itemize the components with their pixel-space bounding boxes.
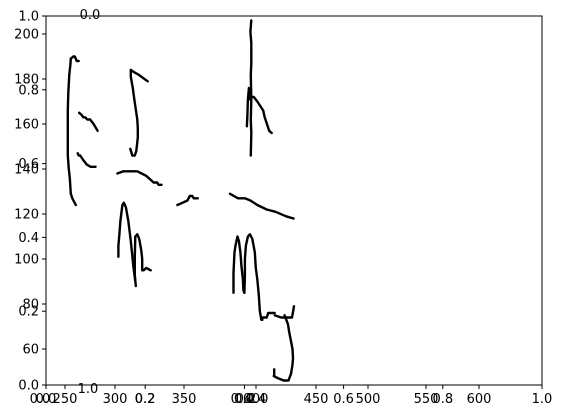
- inner-x-tick-label: 600: [467, 392, 492, 407]
- stray-labels: 0.01.00.0 0.2 0.00.20.4: [30, 8, 267, 407]
- outer-x-tick-label: 0.6: [333, 392, 354, 407]
- inner-x-tick-label: 400: [244, 392, 269, 407]
- inner-x-tick-label: 500: [356, 392, 381, 407]
- outer-y-tick-label: 1.0: [18, 10, 39, 25]
- stroke-9: [176, 194, 199, 207]
- stroke-5: [129, 68, 149, 83]
- stroke-6: [116, 170, 163, 186]
- inner-y-tick-label: 200: [14, 28, 39, 43]
- inner-x-tick-label: 250: [53, 392, 78, 407]
- stroke-2: [78, 111, 99, 132]
- axes-frame: [45, 15, 543, 386]
- inner-y-tick-label: 140: [14, 163, 39, 178]
- stroke-18: [272, 314, 295, 382]
- stroke-7: [117, 201, 137, 283]
- outer-x-tick-label: 0.0: [36, 392, 57, 407]
- outer-y-tick-label: 0.4: [18, 231, 39, 246]
- axes: [42, 15, 543, 389]
- stroke-16: [243, 233, 264, 321]
- stray-label-bottom-mid: 0.2: [236, 392, 257, 407]
- outer-y-tick-label: 0.6: [18, 157, 39, 172]
- stroke-14: [249, 41, 253, 157]
- stroke-1: [69, 55, 80, 63]
- stray-label-bottom-left: 0.0: [30, 392, 51, 407]
- inner-x-tick-label: 350: [172, 392, 197, 407]
- stray-label-bottom-mid: 0.0: [231, 392, 252, 407]
- inner-y-tick-label: 120: [14, 208, 39, 223]
- inner-x-tick-label: 550: [414, 392, 439, 407]
- stroke-20: [273, 305, 296, 319]
- outer-x-tick-label: 0.4: [234, 392, 255, 407]
- stray-label-bottom: 1.0: [78, 382, 99, 397]
- inner-y-tick-label: 180: [14, 73, 39, 88]
- stroke-0: [66, 57, 77, 207]
- inner-y-tick-label: 160: [14, 118, 39, 133]
- outer-x-tick-label: 0.2: [135, 392, 156, 407]
- stroke-4: [129, 68, 139, 157]
- stroke-15: [232, 235, 246, 294]
- inner-y-tick-label: 60: [22, 343, 39, 358]
- stroke-13: [249, 19, 253, 45]
- plot-area: [46, 16, 542, 385]
- stray-label-bottom-mid: 0.4: [246, 392, 267, 407]
- handwriting-strokes: [66, 19, 296, 382]
- inner-x-tick-label: 450: [304, 392, 329, 407]
- stroke-3: [76, 152, 97, 168]
- outer-x-tick-label: 1.0: [532, 392, 553, 407]
- inner-y-tick-label: 80: [22, 298, 39, 313]
- stroke-10: [228, 192, 295, 220]
- outer-y-tick-label: 0.2: [18, 305, 39, 320]
- stray-label-top: 0.0: [80, 8, 101, 23]
- outer-x-tick-label: 0.8: [432, 392, 453, 407]
- outer-y-tick-label: 0.8: [18, 83, 39, 98]
- stroke-8: [133, 233, 152, 288]
- stroke-17: [261, 311, 276, 321]
- stray-label-bottom-left: 0.2: [135, 392, 156, 407]
- inner-x-tick-label: 300: [103, 392, 128, 407]
- stroke-12: [245, 86, 252, 128]
- outer-y-tick-label: 0.0: [18, 379, 39, 394]
- inner-y-tick-label: 100: [14, 253, 39, 268]
